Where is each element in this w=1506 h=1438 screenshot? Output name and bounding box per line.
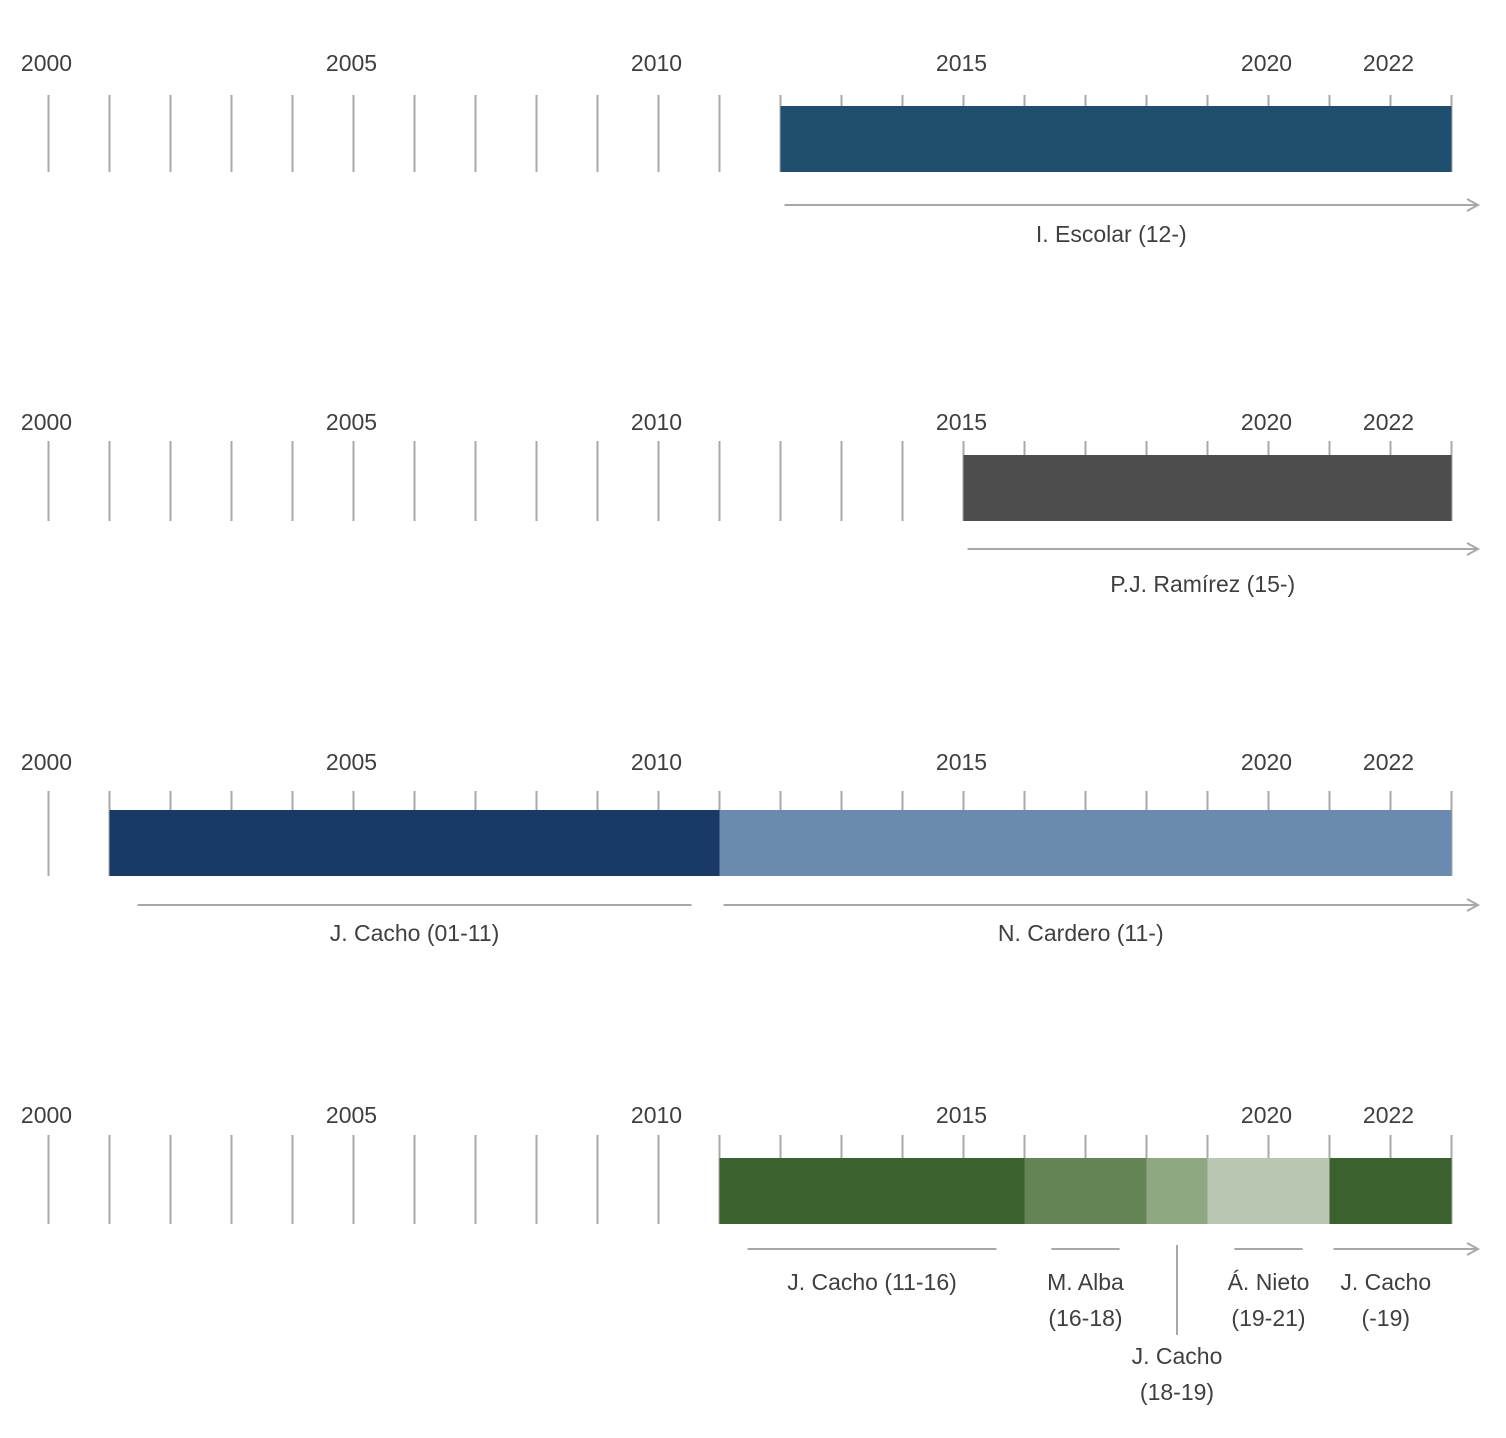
year-tick-label: 2020	[1241, 1102, 1292, 1128]
tenure-label: M. Alba (16-18)	[1047, 1269, 1124, 1331]
tenure-bar	[963, 455, 1452, 521]
year-tick-label: 2022	[1363, 409, 1414, 435]
year-tick-label: 2010	[631, 409, 682, 435]
tenure-label: J. Cacho (18-19)	[1132, 1343, 1223, 1405]
tenure-label-line: J. Cacho (01-11)	[330, 920, 500, 946]
timeline-row-4: 2000 2005 2010 2015 2020 2022 J. Cacho (11-16)…	[21, 1102, 1481, 1405]
tenure-bar	[780, 106, 1452, 172]
year-tick-label: 2000	[21, 50, 72, 76]
year-tick-label: 2000	[21, 749, 72, 775]
tenure-label-line: J. Cacho	[1132, 1343, 1223, 1369]
tenure-bar	[1207, 1158, 1330, 1224]
year-tick-label: 2010	[631, 1102, 682, 1128]
year-tick-label: 2010	[631, 749, 682, 775]
tenure-label: I. Escolar (12-)	[1036, 221, 1187, 247]
tenure-label-line: N. Cardero (11-)	[998, 920, 1164, 946]
tenure-bar	[109, 810, 720, 876]
tenure-label: P.J. Ramírez (15-)	[1110, 571, 1295, 597]
annotation-arrowhead	[1466, 542, 1481, 556]
year-tick-label: 2022	[1363, 50, 1414, 76]
year-tick-label: 2015	[936, 50, 987, 76]
tenure-label-line: (18-19)	[1140, 1379, 1214, 1405]
tenure-label-line: Á. Nieto	[1228, 1269, 1310, 1295]
timeline-row-3: 2000 2005 2010 2015 2020 2022 J. Cacho (01-11)…	[21, 749, 1481, 946]
year-tick-label: 2020	[1241, 50, 1292, 76]
tenure-bar	[1024, 1158, 1147, 1224]
year-tick-label: 2000	[21, 409, 72, 435]
tenure-bar	[1329, 1158, 1452, 1224]
year-tick-label: 2000	[21, 1102, 72, 1128]
year-tick-label: 2005	[326, 1102, 377, 1128]
year-tick-label: 2005	[326, 749, 377, 775]
tenure-label-line: J. Cacho	[1340, 1269, 1431, 1295]
tenure-label-line: (16-18)	[1048, 1305, 1122, 1331]
tenure-bar	[719, 1158, 1025, 1224]
tenure-label: J. Cacho (01-11)	[330, 920, 500, 946]
tenure-label-line: (19-21)	[1231, 1305, 1305, 1331]
tenure-label: N. Cardero (11-)	[998, 920, 1164, 946]
year-tick-label: 2015	[936, 749, 987, 775]
timeline-row-2: 2000 2005 2010 2015 2020 2022 P.J. Ramírez (15…	[21, 409, 1481, 597]
tenure-bar	[719, 810, 1452, 876]
annotation-arrowhead	[1466, 1242, 1481, 1256]
tenure-label-line: I. Escolar (12-)	[1036, 221, 1187, 247]
year-tick-label: 2022	[1363, 749, 1414, 775]
year-tick-label: 2005	[326, 409, 377, 435]
timeline-row-1: 2000 2005 2010 2015 2020 2022 I. Escolar (12-)	[21, 50, 1481, 247]
tenure-label: J. Cacho (-19)	[1340, 1269, 1431, 1331]
year-tick-label: 2010	[631, 50, 682, 76]
annotation-arrowhead	[1466, 198, 1481, 212]
tenure-label-line: P.J. Ramírez (15-)	[1110, 571, 1295, 597]
year-tick-label: 2022	[1363, 1102, 1414, 1128]
tenure-label-line: M. Alba	[1047, 1269, 1124, 1295]
year-tick-label: 2015	[936, 1102, 987, 1128]
year-tick-label: 2020	[1241, 749, 1292, 775]
tenure-label-line: (-19)	[1361, 1305, 1410, 1331]
tenure-label: Á. Nieto (19-21)	[1228, 1269, 1310, 1331]
annotation-arrowhead	[1466, 898, 1481, 912]
tenure-bar	[1146, 1158, 1208, 1224]
tenure-label: J. Cacho (11-16)	[787, 1269, 957, 1295]
year-tick-label: 2020	[1241, 409, 1292, 435]
tenure-label-line: J. Cacho (11-16)	[787, 1269, 957, 1295]
year-tick-label: 2005	[326, 50, 377, 76]
year-tick-label: 2015	[936, 409, 987, 435]
